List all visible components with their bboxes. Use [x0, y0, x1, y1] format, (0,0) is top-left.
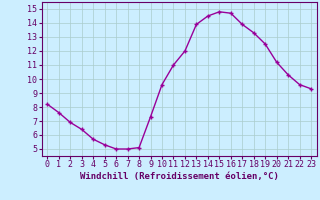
X-axis label: Windchill (Refroidissement éolien,°C): Windchill (Refroidissement éolien,°C)	[80, 172, 279, 181]
